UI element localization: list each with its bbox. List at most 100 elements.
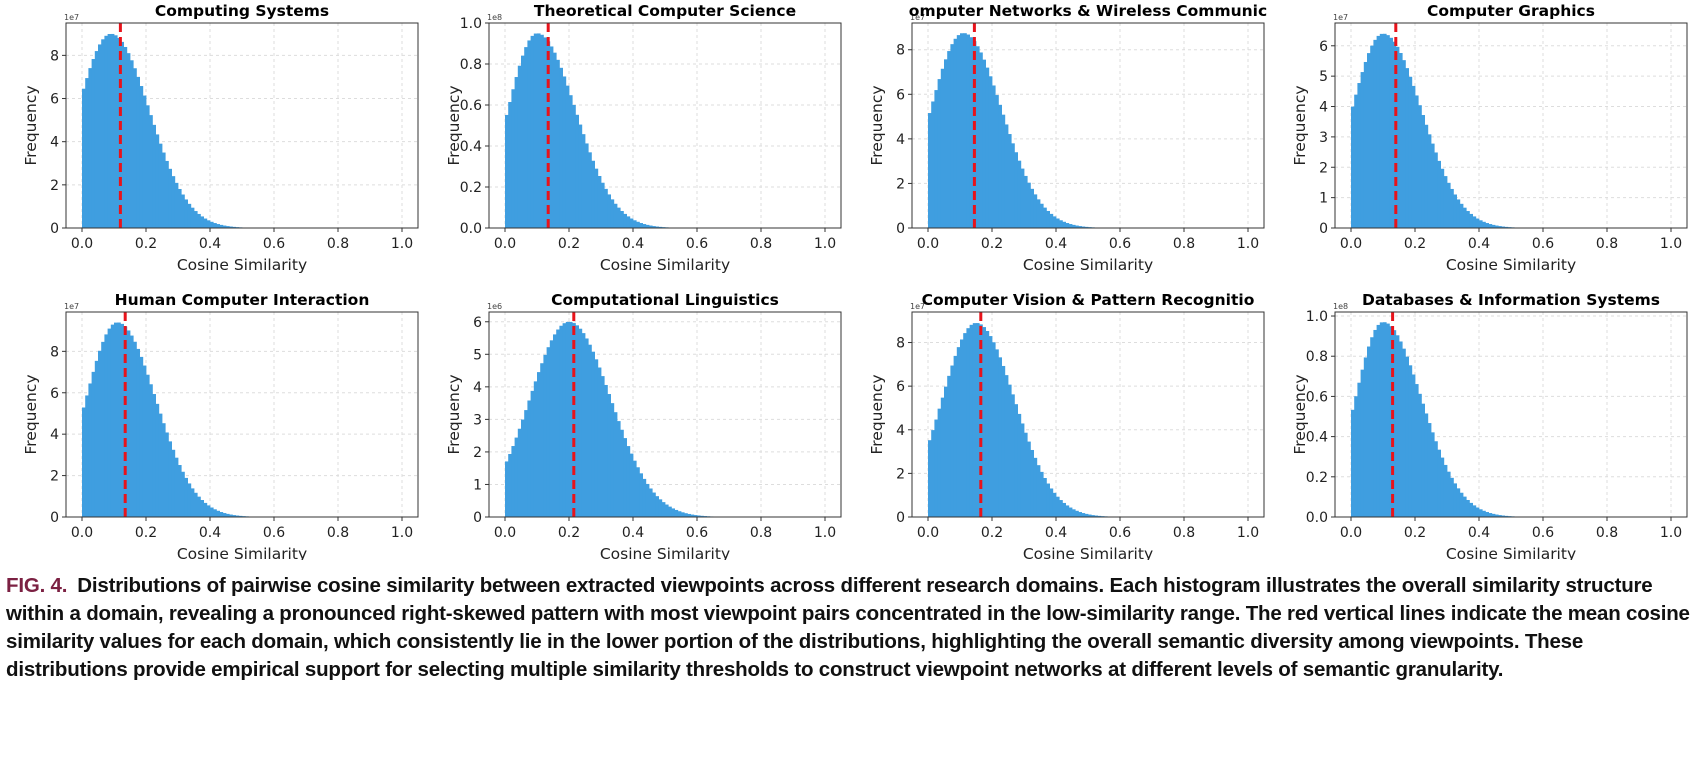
x-tick-label: 0.8	[750, 236, 772, 252]
y-axis-label: Frequency	[868, 85, 886, 165]
histogram-bar	[546, 347, 551, 517]
histogram-bar	[1459, 492, 1464, 517]
histogram-bar	[1443, 176, 1448, 228]
x-tick-label: 0.0	[71, 525, 93, 541]
histogram-bar	[1011, 394, 1015, 517]
histogram-bar	[1479, 220, 1483, 228]
histogram-bar	[136, 348, 140, 517]
histogram-bar	[165, 432, 169, 517]
histogram-bar	[537, 33, 541, 229]
histogram-bar	[1363, 357, 1368, 517]
panel-title: Human Computer Interaction	[115, 291, 370, 309]
histogram-bar	[149, 384, 153, 517]
x-tick-label: 0.6	[686, 236, 708, 252]
histogram-bar	[1370, 45, 1374, 229]
histogram-bar	[146, 374, 150, 517]
histogram-bar	[1059, 500, 1063, 517]
y-axis-label: Frequency	[22, 85, 40, 165]
histogram-bar	[229, 514, 233, 517]
histogram-bar	[572, 323, 576, 517]
histogram-bar	[1440, 168, 1445, 228]
histogram-bar	[956, 35, 961, 229]
histogram-bar	[607, 194, 611, 228]
histogram-bar	[569, 321, 573, 517]
histogram-bar	[130, 60, 134, 228]
histogram-bar	[1453, 483, 1457, 517]
x-tick-label: 1.0	[814, 525, 836, 541]
histogram-bar	[549, 46, 554, 228]
histogram-bar	[1024, 175, 1028, 228]
x-axis-label: Cosine Similarity	[1023, 256, 1153, 274]
histogram-bar	[963, 333, 967, 517]
histogram-bar	[613, 203, 618, 228]
histogram-bar	[1434, 441, 1438, 517]
scale-label: 1e7	[64, 13, 79, 22]
histogram-bar	[1421, 403, 1425, 517]
histogram-bar	[1011, 143, 1015, 228]
histogram-bar	[226, 513, 230, 517]
x-tick-label: 1.0	[1237, 525, 1259, 541]
histogram-bar	[1437, 160, 1441, 228]
y-tick-label: 2	[896, 176, 905, 192]
histogram-bar	[1418, 393, 1422, 517]
histogram-bar	[976, 323, 980, 517]
histogram-bar	[668, 506, 672, 517]
histogram-bar	[187, 483, 192, 517]
y-tick-label: 5	[1319, 69, 1328, 85]
histogram-bar	[200, 216, 204, 228]
histogram-bar	[1482, 221, 1486, 228]
histogram-bar	[1363, 61, 1368, 229]
histogram-bar	[940, 397, 945, 517]
histogram-bar	[610, 403, 615, 517]
histogram-bar	[1049, 488, 1054, 517]
histogram-bar	[505, 114, 509, 228]
x-tick-label: 0.2	[135, 236, 157, 252]
histogram-bar	[226, 226, 230, 228]
histogram-bar	[104, 334, 108, 517]
plot-frame	[488, 311, 842, 518]
histogram-bar	[110, 324, 115, 517]
histogram-bar	[530, 390, 535, 517]
histogram-bar	[581, 134, 586, 228]
histogram-bar	[98, 350, 102, 517]
x-tick-label: 0.4	[1468, 525, 1490, 541]
histogram-bar	[633, 460, 637, 517]
histogram-bar	[1033, 194, 1038, 228]
histogram-bar	[1030, 449, 1034, 517]
histogram-bar	[1046, 483, 1050, 517]
histogram-bar	[187, 203, 192, 228]
y-tick-label: 0	[50, 510, 59, 526]
y-axis-label: Frequency	[445, 374, 463, 454]
histogram-bar	[636, 221, 640, 228]
histogram-bar	[210, 507, 214, 517]
histogram-bar	[517, 65, 522, 228]
histogram-bar	[652, 226, 656, 228]
histogram-bar	[658, 499, 663, 517]
histogram-bar	[1427, 134, 1432, 228]
x-tick-label: 0.4	[1045, 525, 1067, 541]
histogram-bar	[1466, 499, 1470, 517]
y-tick-label: 0	[896, 221, 905, 237]
histogram-bar	[649, 225, 653, 228]
histogram-bar	[94, 360, 99, 517]
y-tick-label: 0.6	[1306, 389, 1328, 405]
histogram-bar	[537, 372, 541, 517]
histogram-bar	[197, 213, 201, 228]
histogram-bar	[1418, 105, 1422, 228]
plot-frame	[911, 311, 1265, 518]
histogram-bar	[114, 35, 118, 229]
histogram-bar	[1456, 488, 1461, 517]
histogram-bar	[82, 407, 86, 517]
histogram-bar	[626, 446, 631, 517]
x-tick-label: 0.4	[1468, 236, 1490, 252]
histogram-bar	[85, 78, 89, 228]
histogram-bar	[565, 85, 570, 229]
histogram-bar	[607, 394, 611, 517]
histogram-bar	[966, 34, 970, 228]
histogram-bar	[995, 349, 999, 517]
histogram-bar	[222, 225, 227, 228]
plot-frame	[911, 22, 1265, 229]
histogram-bar	[104, 35, 108, 229]
histogram-bar	[1389, 37, 1393, 229]
y-tick-label: 6	[50, 386, 59, 402]
